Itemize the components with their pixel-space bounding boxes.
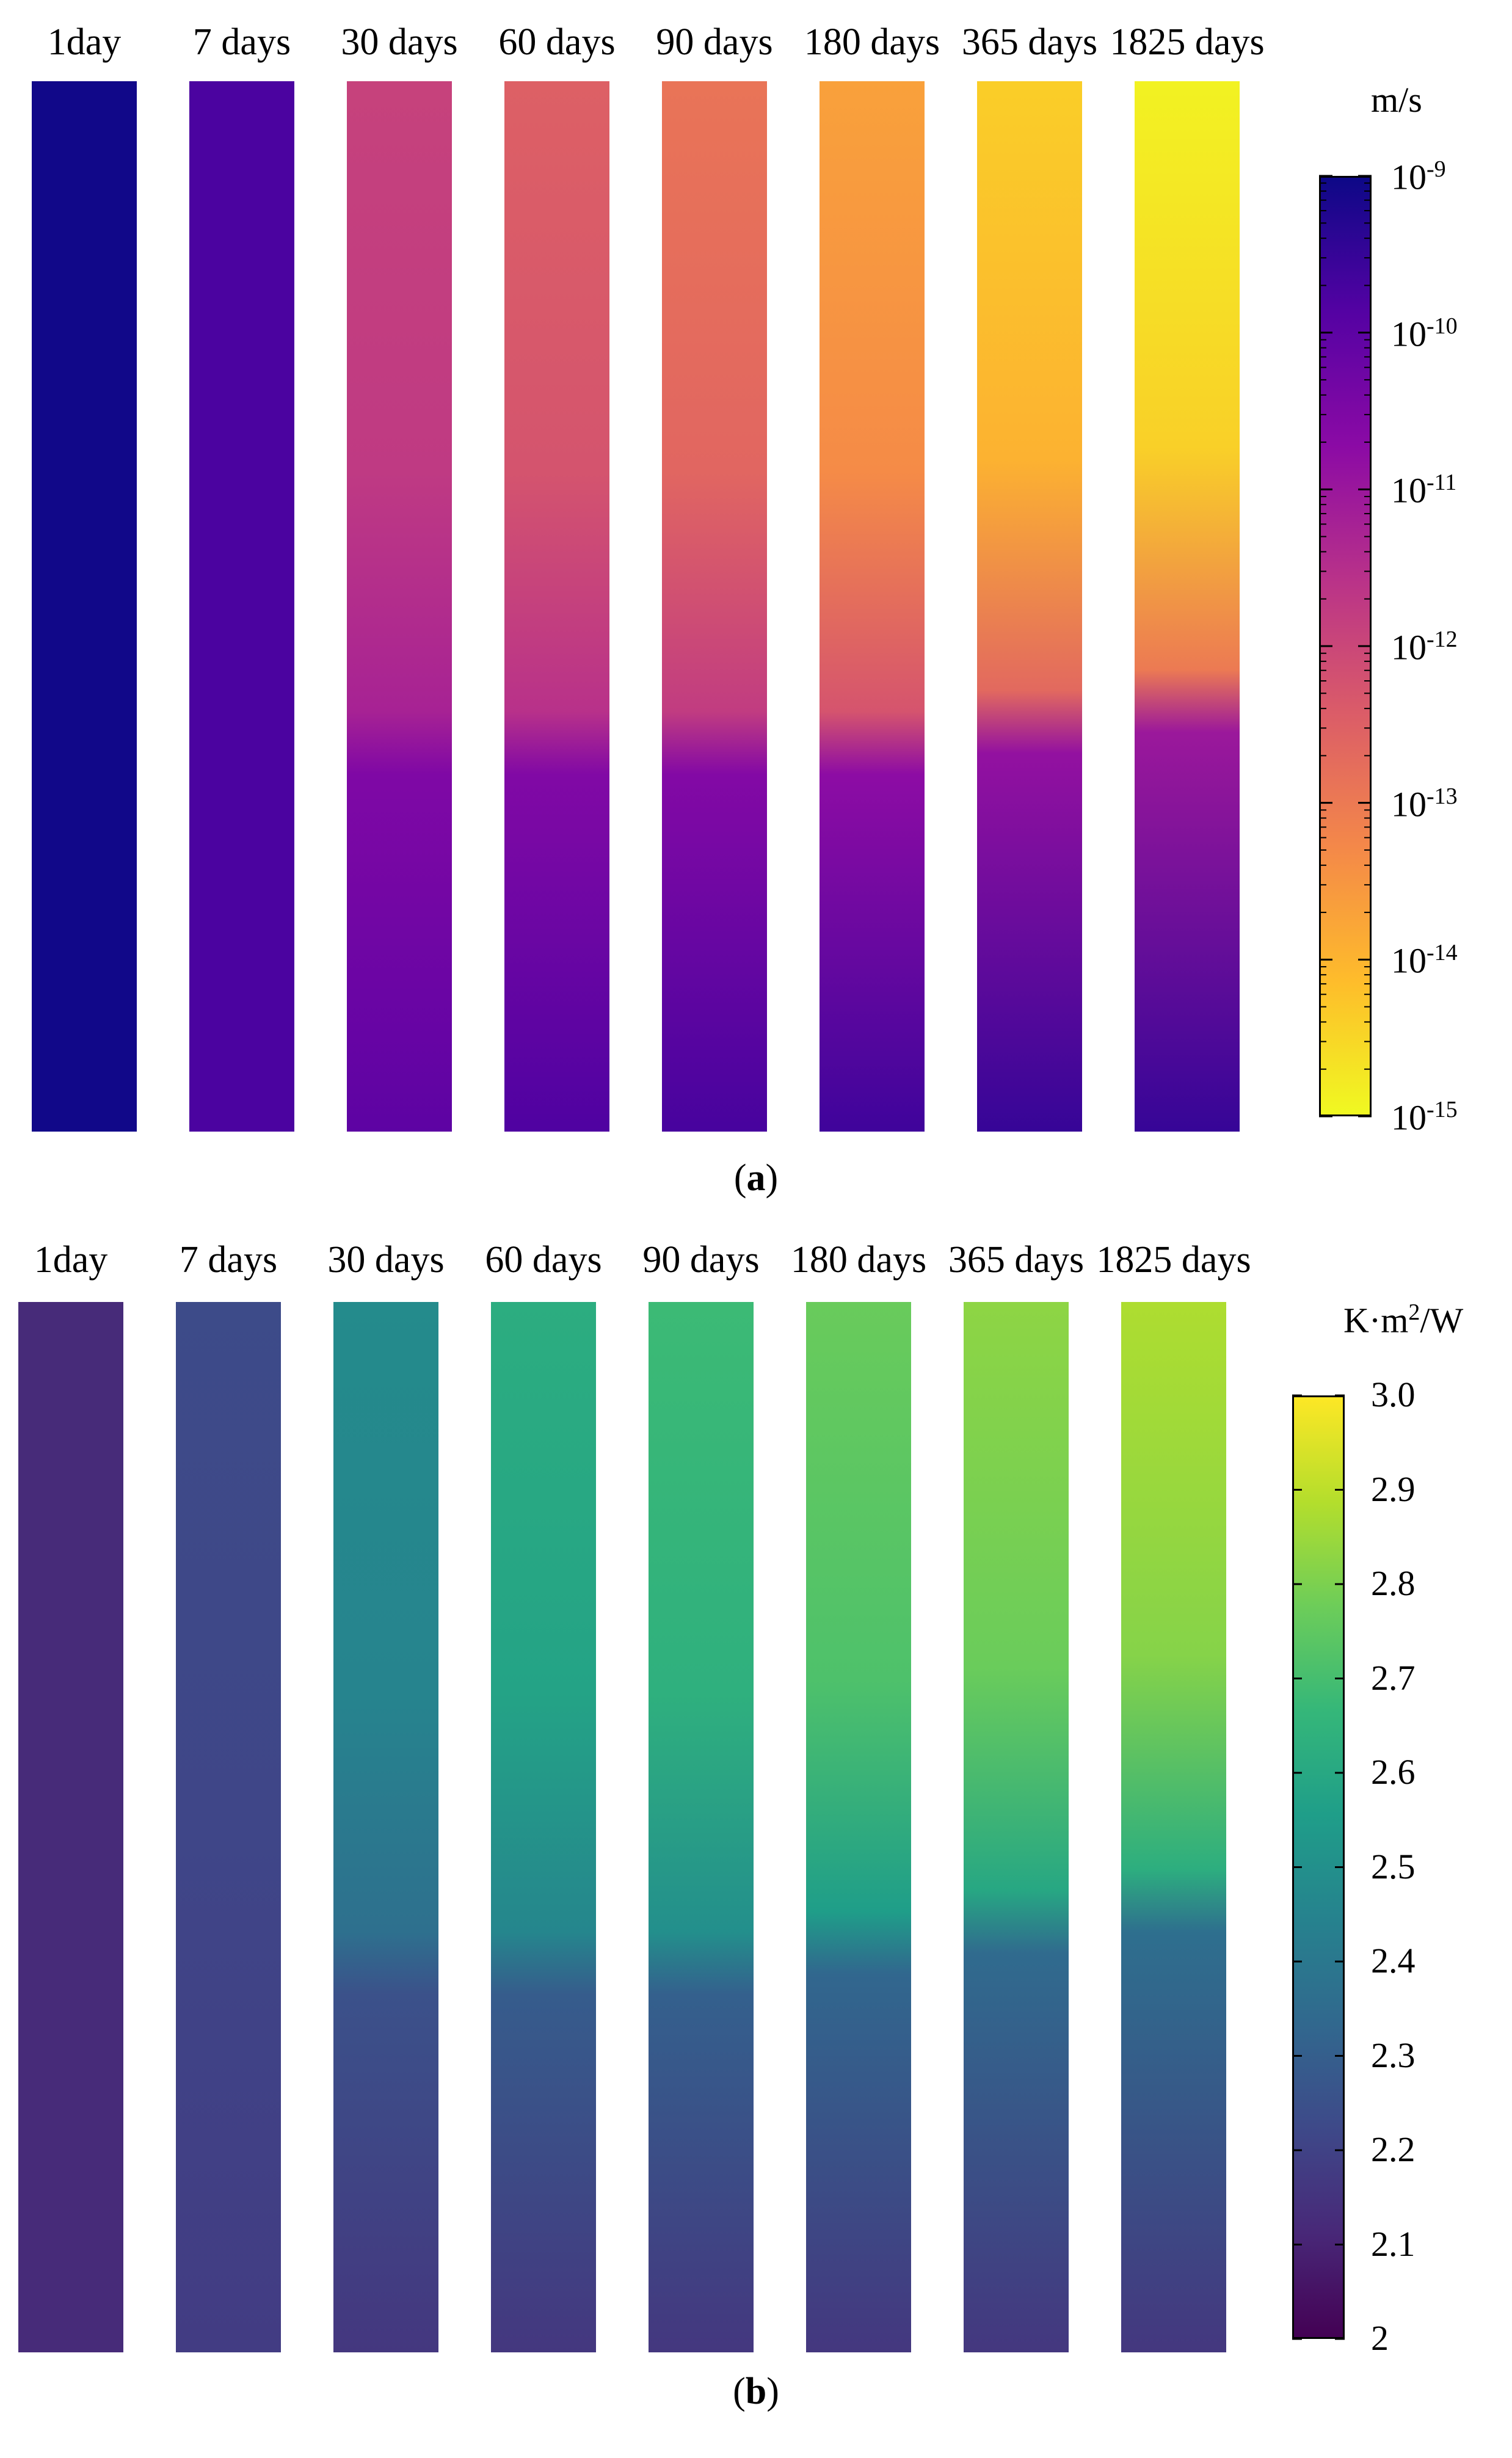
colorbar-b-tick-label: 2.2 <box>1371 2129 1416 2169</box>
colorbar-a-tick-label: 10-13 <box>1391 783 1458 824</box>
strip-label-60-days: 60 days <box>498 21 616 63</box>
heatmap-strip-30-days <box>347 81 452 1132</box>
strip-label-90-days: 90 days <box>656 21 773 63</box>
heatmap-strip-60-days <box>504 81 609 1132</box>
strip-label-180-days: 180 days <box>790 1239 927 1281</box>
colorbar-unit-label: m/s <box>1371 80 1422 120</box>
caption-a: (a) <box>733 1157 779 1199</box>
caption-b: (b) <box>733 2371 779 2412</box>
colorbar-b-tick-label: 3.0 <box>1371 1375 1416 1414</box>
colorbar-a-tick-label: 10-14 <box>1391 940 1458 981</box>
colorbar-a-ticks <box>1319 175 1372 1118</box>
heatmap-strip-1825-days <box>1121 1302 1226 2352</box>
colorbar-a-tick-label: 10-11 <box>1391 470 1457 511</box>
heatmap-strip-1day <box>18 1302 123 2352</box>
colorbar-b-tick-label: 2.8 <box>1371 1563 1416 1603</box>
strip-label-90-days: 90 days <box>642 1239 760 1281</box>
colorbar-b-tick-label: 2.4 <box>1371 1941 1416 1980</box>
colorbar-b-tick-label: 2.1 <box>1371 2223 1416 2264</box>
heatmap-strip-1825-days <box>1135 81 1240 1132</box>
strip-label-7-days: 7 days <box>179 1239 278 1281</box>
heatmap-strip-7-days <box>189 81 294 1132</box>
heatmap-strip-365-days <box>977 81 1082 1132</box>
heatmap-strip-365-days <box>964 1302 1069 2352</box>
strip-label-180-days: 180 days <box>804 21 940 63</box>
strip-label-60-days: 60 days <box>485 1239 602 1281</box>
strip-label-30-days: 30 days <box>341 21 458 63</box>
colorbar-unit-label: K·m2/W <box>1343 1300 1464 1340</box>
heatmap-strip-180-days <box>806 1302 911 2352</box>
strip-label-1day: 1day <box>34 1239 108 1281</box>
heatmap-strip-1day <box>32 81 137 1132</box>
strip-label-30-days: 30 days <box>327 1239 445 1281</box>
colorbar-b-tick-label: 2 <box>1371 2318 1389 2358</box>
colorbar-a-tick-label: 10-10 <box>1391 313 1458 354</box>
heatmap-strip-30-days <box>333 1302 438 2352</box>
colorbar-b-tick-label: 2.5 <box>1371 1846 1416 1886</box>
colorbar-b-tick-label: 2.3 <box>1371 2035 1416 2075</box>
strip-label-365-days: 365 days <box>948 1239 1085 1281</box>
strip-label-1day: 1day <box>47 21 122 63</box>
colorbar-a-tick-label: 10-15 <box>1391 1097 1458 1138</box>
colorbar-b-tick-label: 2.6 <box>1371 1752 1416 1792</box>
panel-a: 1day 7 days 30 days 60 days 90 days 180 days 3… <box>0 0 1512 1209</box>
panel-b: 1day 7 days 30 days 60 days 90 days 180 days 3… <box>0 1209 1512 2458</box>
strip-label-365-days: 365 days <box>961 21 1098 63</box>
colorbar-b-ticks <box>1292 1394 1345 2340</box>
heatmap-strip-7-days <box>176 1302 281 2352</box>
strip-label-1825-days: 1825 days <box>1096 1239 1251 1281</box>
strip-label-7-days: 7 days <box>192 21 291 63</box>
heatmap-strip-60-days <box>491 1302 596 2352</box>
colorbar-b-tick-label: 2.9 <box>1371 1469 1416 1509</box>
colorbar-b-tick-label: 2.7 <box>1371 1657 1416 1698</box>
strip-label-1825-days: 1825 days <box>1110 21 1265 63</box>
colorbar-a-tick-label: 10-9 <box>1391 156 1446 197</box>
heatmap-strip-90-days <box>649 1302 754 2352</box>
heatmap-strip-90-days <box>662 81 767 1132</box>
heatmap-strip-180-days <box>820 81 925 1132</box>
colorbar-a-tick-label: 10-12 <box>1391 627 1458 667</box>
